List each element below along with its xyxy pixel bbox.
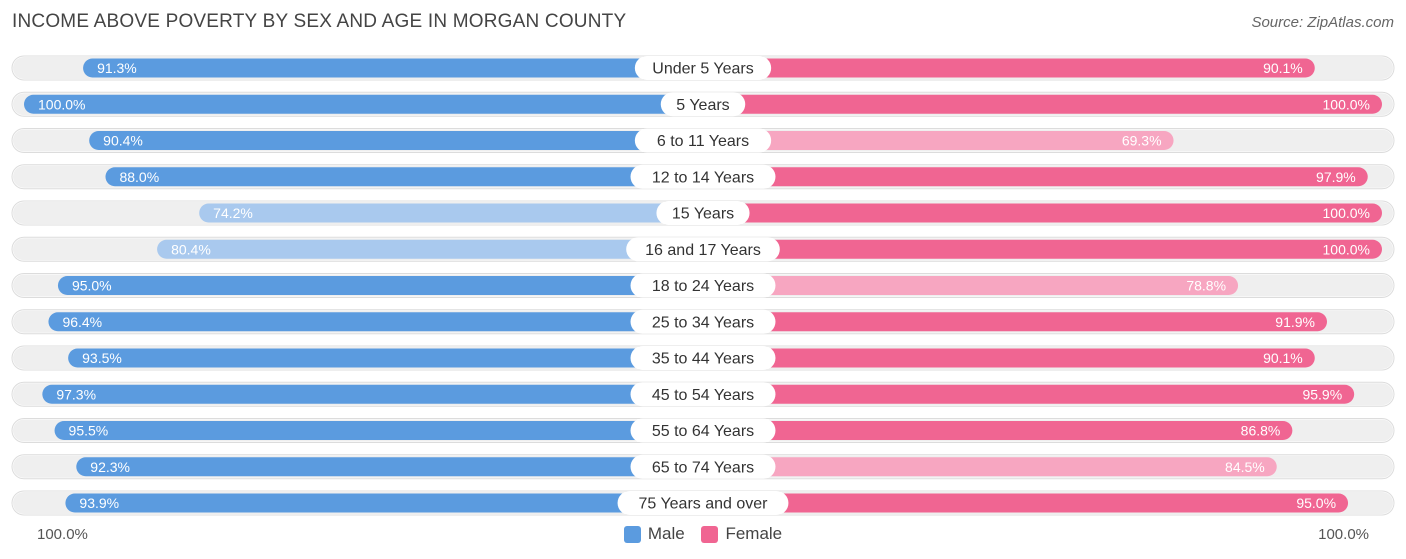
category-pill (630, 346, 776, 370)
female-bar[interactable] (703, 239, 1382, 259)
male-value-label: 96.4% (62, 314, 102, 330)
category-pill (630, 164, 776, 189)
female-value-label: 100.0% (1323, 205, 1370, 221)
category-pill (634, 128, 772, 153)
female-bar[interactable] (703, 312, 1328, 332)
female-value-label: 95.0% (1296, 495, 1336, 511)
male-bar[interactable] (54, 421, 704, 440)
category-pill (630, 273, 776, 298)
category-pill (656, 201, 750, 225)
category-label: 15 Years (672, 206, 734, 223)
male-bar[interactable] (83, 58, 703, 78)
female-swatch (701, 525, 719, 543)
male-value-label: 93.5% (82, 350, 122, 366)
female-value-label: 95.9% (1302, 386, 1342, 402)
male-bar[interactable] (89, 131, 703, 150)
male-bar[interactable] (48, 312, 704, 332)
male-value-label: 80.4% (171, 241, 211, 257)
male-value-label: 95.5% (69, 423, 109, 439)
legend-item-female[interactable]: Female (701, 524, 782, 544)
female-bar[interactable] (703, 348, 1315, 368)
chart-title: INCOME ABOVE POVERTY BY SEX AND AGE IN M… (12, 11, 627, 32)
male-bar[interactable] (199, 203, 703, 223)
female-bar[interactable] (703, 276, 1239, 295)
category-label: 45 to 54 Years (652, 387, 754, 404)
legend-item-male[interactable]: Male (623, 524, 685, 544)
female-bar[interactable] (703, 203, 1382, 223)
female-value-label: 69.3% (1122, 133, 1162, 149)
axis-right-label: 100.0% (1318, 526, 1369, 543)
male-value-label: 97.3% (56, 386, 96, 402)
source-label: Source: ZipAtlas.com (1251, 14, 1394, 31)
male-value-label: 93.9% (79, 495, 119, 511)
category-pill (630, 454, 776, 479)
category-label: 18 to 24 Years (652, 278, 754, 295)
female-bar[interactable] (703, 58, 1315, 78)
male-value-label: 91.3% (97, 60, 137, 76)
category-label: 65 to 74 Years (652, 459, 754, 476)
female-bar[interactable] (703, 167, 1368, 187)
male-bar[interactable] (105, 167, 704, 187)
male-bar[interactable] (76, 457, 703, 477)
category-label: 6 to 11 Years (657, 133, 749, 150)
category-pill (626, 237, 780, 262)
male-value-label: 88.0% (119, 169, 159, 185)
category-label: 25 to 34 Years (652, 314, 754, 331)
category-pill (634, 56, 772, 80)
male-bar[interactable] (68, 348, 703, 368)
female-bar[interactable] (703, 493, 1349, 513)
female-value-label: 90.1% (1263, 350, 1303, 366)
category-pill (630, 382, 776, 407)
female-value-label: 97.9% (1316, 169, 1356, 185)
female-value-label: 84.5% (1225, 459, 1265, 475)
male-bar[interactable] (57, 276, 703, 295)
female-value-label: 100.0% (1323, 96, 1370, 112)
category-pill (630, 418, 776, 443)
male-bar[interactable] (65, 493, 703, 513)
female-bar[interactable] (703, 384, 1355, 404)
female-value-label: 86.8% (1241, 423, 1281, 439)
female-value-label: 90.1% (1263, 60, 1303, 76)
category-pill (617, 491, 789, 515)
category-pill (630, 309, 776, 334)
female-value-label: 78.8% (1186, 278, 1226, 294)
category-label: 5 Years (676, 97, 729, 114)
category-label: 55 to 64 Years (652, 423, 754, 440)
legend-female-label: Female (725, 524, 783, 543)
female-value-label: 91.9% (1275, 314, 1315, 330)
male-value-label: 100.0% (38, 96, 85, 112)
category-label: 35 to 44 Years (652, 351, 754, 368)
legend-male-label: Male (647, 524, 685, 543)
female-value-label: 100.0% (1323, 241, 1370, 257)
legend: Male Female (0, 524, 1406, 548)
male-value-label: 90.4% (103, 133, 143, 149)
category-label: Under 5 Years (652, 61, 753, 78)
female-bar[interactable] (703, 94, 1382, 114)
female-bar[interactable] (703, 421, 1293, 440)
male-value-label: 92.3% (90, 459, 130, 475)
male-bar[interactable] (24, 94, 703, 114)
category-label: 75 Years and over (639, 496, 769, 513)
category-label: 12 to 14 Years (652, 169, 754, 186)
category-pill (660, 92, 746, 117)
female-bar[interactable] (703, 131, 1174, 150)
category-label: 16 and 17 Years (645, 242, 761, 259)
female-bar[interactable] (703, 457, 1277, 477)
male-swatch (623, 525, 641, 543)
male-bar[interactable] (42, 384, 703, 404)
male-value-label: 74.2% (213, 205, 253, 221)
male-value-label: 95.0% (72, 278, 112, 294)
male-bar[interactable] (157, 239, 704, 259)
chart-area: 91.3% 90.1% Under 5 Years 100.0% 100.0% 5 Yea… (11, 55, 1395, 516)
axis-left-label: 100.0% (37, 526, 88, 543)
